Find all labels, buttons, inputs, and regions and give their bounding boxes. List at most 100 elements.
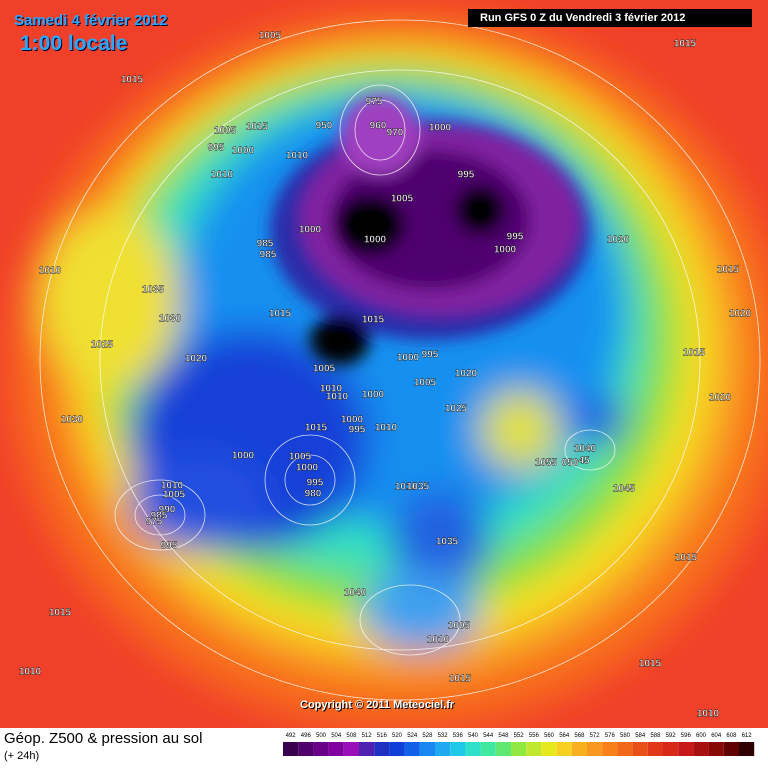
isobar-label: 1015 — [49, 608, 72, 619]
isobar-label: 1000 — [362, 390, 385, 401]
colorbar-swatch — [374, 742, 390, 756]
colorbar-label: 516 — [377, 733, 388, 739]
isobar-label: 1005 — [163, 490, 186, 501]
colorbar-swatch — [723, 742, 739, 756]
isobar-label: 995 — [208, 143, 225, 154]
colorbar-label: 532 — [438, 733, 449, 739]
colorbar-label: 564 — [559, 733, 570, 739]
isobar-label: 1035 — [407, 482, 430, 493]
isobar-label: 1035 — [436, 537, 459, 548]
colorbar-swatch — [495, 742, 511, 756]
colorbar-label: 560 — [544, 733, 555, 739]
colorbar-swatch — [343, 742, 359, 756]
isobar-label: 1055 — [535, 458, 558, 469]
colorbar-label: 492 — [286, 733, 297, 739]
colorbar-swatch — [298, 742, 314, 756]
colorbar-label: 536 — [453, 733, 464, 739]
colorbar-label: 500 — [316, 733, 327, 739]
isobar-label: 1000 — [296, 463, 319, 474]
isobar-label: 975 — [366, 97, 383, 108]
isobar-label: 970 — [387, 128, 404, 139]
isobar-label: 1010 — [395, 482, 418, 493]
isobar-label: 1000 — [232, 146, 255, 157]
isobar-label: 1040 — [344, 588, 367, 599]
isobar-label: 1005 — [391, 194, 414, 205]
isobar-label: 995 — [422, 350, 439, 361]
footer-title: Géop. Z500 & pression au sol — [4, 730, 203, 747]
isobar-label: 995 — [307, 478, 324, 489]
isobar-label: 995 — [349, 425, 366, 436]
isobar-label: 1015 — [683, 348, 706, 359]
isobar-label: 1005 — [448, 621, 471, 632]
isobar-label: 1000 — [341, 415, 364, 426]
colorbar-swatch — [359, 742, 375, 756]
colorbar-swatch — [708, 742, 724, 756]
isobar-label: 1010 — [326, 392, 349, 403]
colorbar-label: 544 — [483, 733, 494, 739]
colorbar-label: 520 — [392, 733, 403, 739]
isobar-label: 995 — [507, 232, 524, 243]
isobar-label: 995 — [161, 541, 178, 552]
colorbar-swatch — [587, 742, 603, 756]
isobar-label: 1020 — [709, 393, 732, 404]
isobar-label: 1025 — [445, 404, 468, 415]
isobar-label: 1005 — [214, 126, 237, 137]
colorbar-label: 524 — [407, 733, 418, 739]
colorbar-swatch — [571, 742, 587, 756]
isobar-label: 1020 — [729, 309, 752, 320]
colorbar-swatch — [450, 742, 466, 756]
isobar-label: 1015 — [675, 553, 698, 564]
colorbar-label: 612 — [742, 733, 753, 739]
isobar-label: 1040 — [574, 444, 597, 455]
isobar-label: 1025 — [91, 340, 114, 351]
colorbar-swatch — [617, 742, 633, 756]
isobar-label: 1010 — [427, 635, 450, 646]
isobar-label: 1015 — [305, 423, 328, 434]
isobar-label: 975 — [146, 517, 163, 528]
isobar-label: 1020 — [185, 354, 208, 365]
isobar-label: 1035 — [142, 285, 165, 296]
isobar-label: 050 — [562, 458, 579, 469]
isobar-label: 960 — [370, 121, 387, 132]
colorbar-label: 508 — [346, 733, 357, 739]
colorbar-label: 580 — [620, 733, 631, 739]
isobar-label: 1005 — [414, 378, 437, 389]
date: Samedi 4 février 2012 — [14, 12, 168, 29]
isobar-label: 1015 — [269, 309, 292, 320]
isobar-label: 995 — [458, 170, 475, 181]
colorbar-swatch — [389, 742, 405, 756]
colorbar-label: 540 — [468, 733, 479, 739]
isobar-label: 1010 — [19, 667, 42, 678]
colorbar-swatch — [541, 742, 557, 756]
isobar-label: 985 — [257, 239, 274, 250]
colorbar-swatch — [328, 742, 344, 756]
colorbar-swatch — [313, 742, 329, 756]
copyright: Copyright © 2011 Meteociel.fr — [300, 699, 455, 711]
isobar-label: 1030 — [607, 235, 630, 246]
isobar-label: 1015 — [246, 122, 269, 133]
isobar-label: 1000 — [299, 225, 322, 236]
isobar-label: 1015 — [717, 265, 740, 276]
colorbar-label: 596 — [681, 733, 692, 739]
footer-subtitle: (+ 24h) — [4, 750, 40, 762]
isobar-label: 1015 — [362, 315, 385, 326]
colorbar-label: 588 — [650, 733, 661, 739]
colorbar-swatch — [511, 742, 527, 756]
colorbar-label: 552 — [514, 733, 525, 739]
colorbar-label: 608 — [726, 733, 737, 739]
colorbar-swatch — [465, 742, 481, 756]
colorbar-swatch — [526, 742, 542, 756]
colorbar-swatch — [419, 742, 435, 756]
colorbar-swatch — [480, 742, 496, 756]
isobar-label: 1020 — [455, 369, 478, 380]
colorbar-label: 528 — [422, 733, 433, 739]
colorbar-label: 584 — [635, 733, 646, 739]
isobar-label: 1015 — [639, 659, 662, 670]
colorbar-swatch — [404, 742, 420, 756]
colorbar-swatch — [556, 742, 572, 756]
colorbar-label: 504 — [331, 733, 342, 739]
colorbar-label: 512 — [362, 733, 373, 739]
isobar-label: 1010 — [211, 170, 234, 181]
colorbar-label: 576 — [605, 733, 616, 739]
